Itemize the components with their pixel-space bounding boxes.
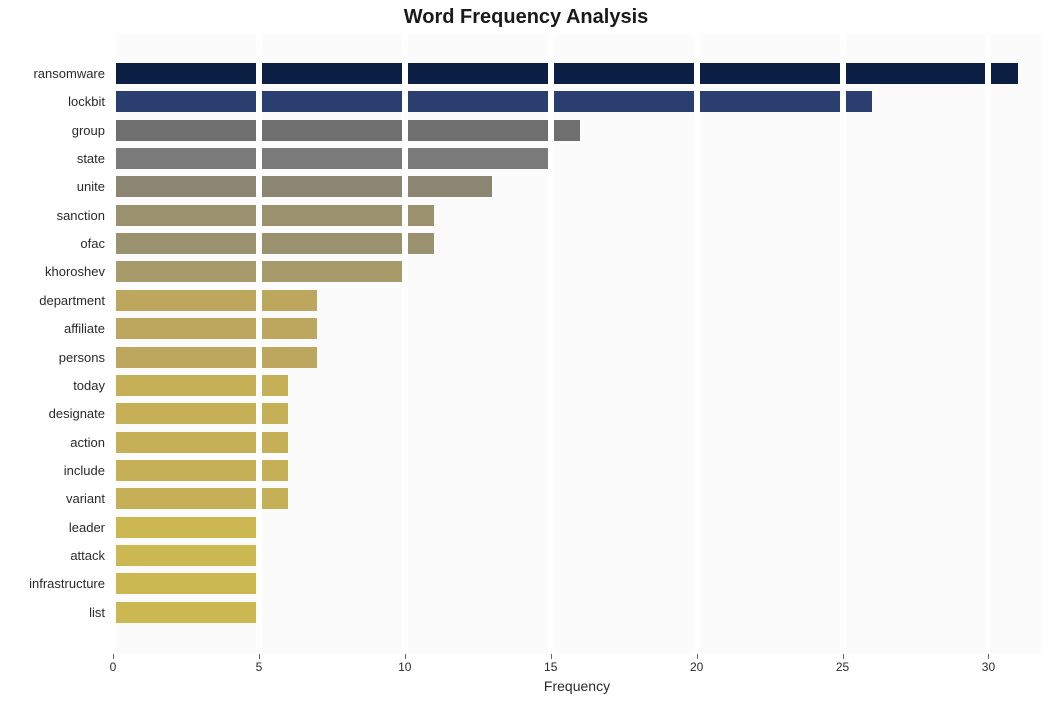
plot-area <box>113 34 1041 654</box>
x-tick-label: 10 <box>398 660 411 674</box>
bar <box>113 602 259 623</box>
y-tick-label: lockbit <box>0 91 105 112</box>
bar <box>113 176 492 197</box>
y-tick-label: designate <box>0 403 105 424</box>
y-tick-label: leader <box>0 517 105 538</box>
y-tick-label: list <box>0 602 105 623</box>
y-tick-label: persons <box>0 347 105 368</box>
y-tick-label: khoroshev <box>0 261 105 282</box>
bar <box>113 205 434 226</box>
x-tick-mark <box>988 654 989 659</box>
word-frequency-chart: Word Frequency Analysis ransomware lockbi… <box>0 0 1052 701</box>
y-tick-label: sanction <box>0 205 105 226</box>
y-tick-label: attack <box>0 545 105 566</box>
bar <box>113 233 434 254</box>
x-tick-mark <box>551 654 552 659</box>
bar <box>113 347 317 368</box>
x-tick-mark <box>405 654 406 659</box>
gridline <box>548 34 554 654</box>
x-tick-mark <box>259 654 260 659</box>
bar <box>113 120 580 141</box>
y-tick-label: ransomware <box>0 63 105 84</box>
gridline <box>840 34 846 654</box>
y-tick-label: ofac <box>0 233 105 254</box>
chart-title: Word Frequency Analysis <box>0 6 1052 29</box>
gridline <box>110 34 116 654</box>
y-tick-label: action <box>0 432 105 453</box>
bar <box>113 517 259 538</box>
gridline <box>402 34 408 654</box>
y-tick-label: group <box>0 120 105 141</box>
bar <box>113 545 259 566</box>
x-tick-mark <box>697 654 698 659</box>
x-axis-label: Frequency <box>113 678 1041 694</box>
x-tick-label: 0 <box>110 660 117 674</box>
x-tick-label: 25 <box>836 660 849 674</box>
bar <box>113 573 259 594</box>
gridline <box>985 34 991 654</box>
y-tick-label: include <box>0 460 105 481</box>
bar <box>113 63 1018 84</box>
y-tick-label: infrastructure <box>0 573 105 594</box>
y-tick-label: department <box>0 290 105 311</box>
y-tick-label: unite <box>0 176 105 197</box>
gridline <box>256 34 262 654</box>
y-axis-labels: ransomware lockbit group state unite sanction… <box>0 34 109 654</box>
bar <box>113 318 317 339</box>
x-tick-mark <box>843 654 844 659</box>
x-tick-label: 15 <box>544 660 557 674</box>
x-tick-label: 30 <box>982 660 995 674</box>
gridline <box>694 34 700 654</box>
y-tick-label: today <box>0 375 105 396</box>
bar <box>113 290 317 311</box>
y-tick-label: state <box>0 148 105 169</box>
bars-layer <box>113 34 1041 654</box>
bar <box>113 91 872 112</box>
x-tick-label: 5 <box>256 660 263 674</box>
x-tick-mark <box>113 654 114 659</box>
bar <box>113 148 551 169</box>
y-tick-label: variant <box>0 488 105 509</box>
x-tick-label: 20 <box>690 660 703 674</box>
y-tick-label: affiliate <box>0 318 105 339</box>
